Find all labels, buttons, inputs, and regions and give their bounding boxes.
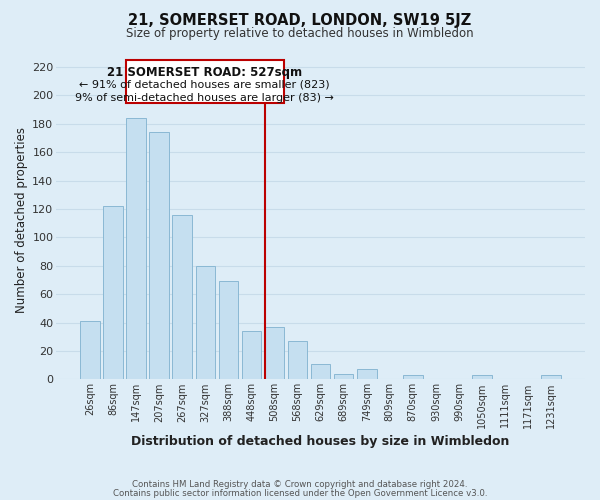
Bar <box>103 206 123 380</box>
Bar <box>334 374 353 380</box>
Bar <box>357 370 377 380</box>
Bar <box>127 118 146 380</box>
FancyBboxPatch shape <box>126 60 284 102</box>
Text: 21 SOMERSET ROAD: 527sqm: 21 SOMERSET ROAD: 527sqm <box>107 66 302 78</box>
Bar <box>541 375 561 380</box>
Text: Contains HM Land Registry data © Crown copyright and database right 2024.: Contains HM Land Registry data © Crown c… <box>132 480 468 489</box>
Bar <box>218 282 238 380</box>
Text: 9% of semi-detached houses are larger (83) →: 9% of semi-detached houses are larger (8… <box>75 92 334 102</box>
Text: Size of property relative to detached houses in Wimbledon: Size of property relative to detached ho… <box>126 28 474 40</box>
Text: 21, SOMERSET ROAD, LONDON, SW19 5JZ: 21, SOMERSET ROAD, LONDON, SW19 5JZ <box>128 12 472 28</box>
X-axis label: Distribution of detached houses by size in Wimbledon: Distribution of detached houses by size … <box>131 434 510 448</box>
Text: Contains public sector information licensed under the Open Government Licence v3: Contains public sector information licen… <box>113 488 487 498</box>
Bar <box>265 327 284 380</box>
Bar <box>472 375 492 380</box>
Bar <box>288 341 307 380</box>
Y-axis label: Number of detached properties: Number of detached properties <box>15 126 28 312</box>
Bar <box>149 132 169 380</box>
Bar <box>311 364 331 380</box>
Bar <box>242 331 261 380</box>
Bar <box>403 375 422 380</box>
Text: ← 91% of detached houses are smaller (823): ← 91% of detached houses are smaller (82… <box>79 80 330 90</box>
Bar <box>196 266 215 380</box>
Bar <box>80 321 100 380</box>
Bar <box>172 214 192 380</box>
